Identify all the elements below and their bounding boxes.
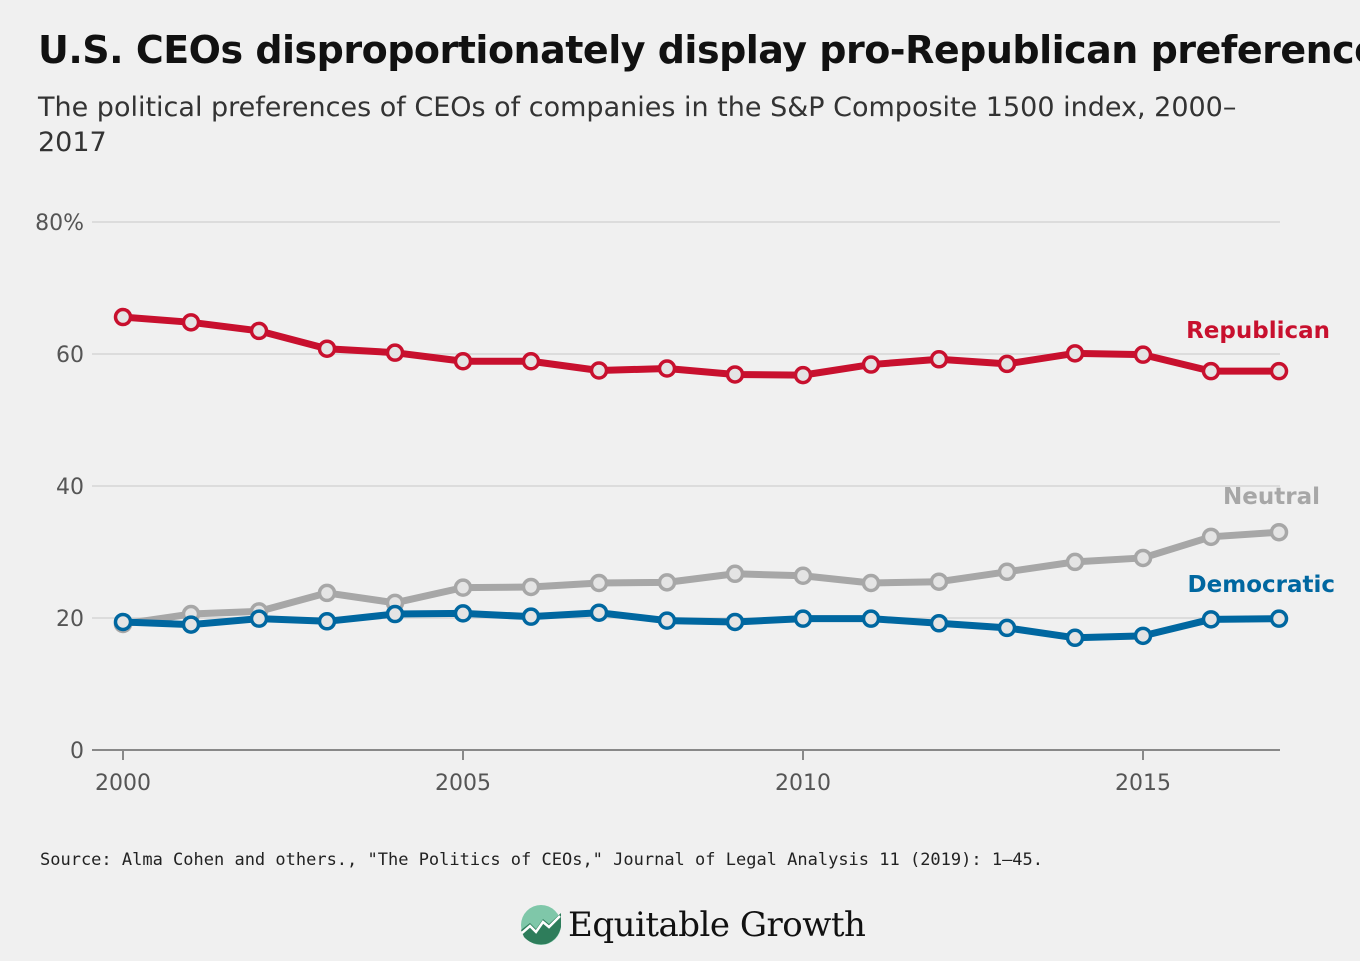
data-point-republican: [861, 355, 881, 374]
data-point-republican: [1065, 344, 1085, 363]
data-point-neutral: [1133, 548, 1153, 568]
data-point-neutral: [657, 573, 677, 592]
data-point-neutral: [861, 573, 881, 593]
data-point-democratic: [317, 612, 337, 631]
x-tick-label: 2010: [775, 771, 831, 796]
data-point-democratic: [113, 612, 133, 632]
data-point-neutral: [521, 577, 541, 597]
data-point-republican: [793, 365, 813, 385]
y-tick-label: 20: [56, 607, 84, 632]
data-point-democratic: [521, 607, 541, 626]
logo-text: Equitable Growth: [568, 905, 866, 945]
data-point-neutral: [929, 572, 949, 591]
data-point-republican: [385, 343, 405, 362]
data-point-republican: [453, 352, 473, 371]
data-point-neutral: [1269, 522, 1289, 542]
series-neutral: [113, 522, 1289, 634]
data-point-republican: [929, 350, 949, 369]
data-point-democratic: [453, 604, 473, 623]
x-tick-label: 2000: [95, 771, 151, 796]
data-point-republican: [249, 321, 269, 341]
data-point-democratic: [1201, 610, 1221, 629]
y-tick-label: 60: [56, 343, 84, 368]
series-line-democratic: [119, 609, 1283, 642]
chart-title: U.S. CEOs disproportionately display pro…: [38, 28, 1360, 72]
source-note: Source: Alma Cohen and others., "The Pol…: [40, 850, 1044, 870]
y-tick-label: 0: [70, 739, 84, 764]
x-tick-label: 2005: [435, 771, 491, 796]
data-point-democratic: [249, 609, 269, 628]
y-tick-label: 80%: [35, 211, 84, 236]
data-point-democratic: [725, 612, 745, 632]
data-point-neutral: [725, 564, 745, 584]
data-point-democratic: [1133, 626, 1153, 646]
data-point-democratic: [589, 603, 609, 622]
series-label-democratic: Democratic: [1188, 572, 1335, 598]
brand-logo: Equitable Growth: [520, 900, 866, 950]
data-point-republican: [113, 307, 133, 327]
data-point-republican: [997, 354, 1017, 374]
data-point-democratic: [1065, 628, 1085, 648]
data-point-republican: [1201, 361, 1221, 381]
series-labels: Republican Neutral Democratic: [1186, 318, 1335, 598]
data-point-neutral: [793, 566, 813, 586]
data-point-democratic: [929, 614, 949, 633]
line-chart: 0 20 40 60 80% 2000 2005 2010 2015 Republican Ne…: [35, 211, 1335, 796]
series-lines: [113, 307, 1289, 648]
x-tick-label: 2015: [1115, 771, 1171, 796]
data-point-neutral: [1065, 552, 1085, 572]
data-point-neutral: [1201, 527, 1221, 547]
x-axis: 2000 2005 2010 2015: [92, 749, 1280, 796]
data-point-republican: [1133, 345, 1153, 364]
data-point-republican: [1269, 361, 1289, 381]
series-line-republican: [119, 313, 1283, 379]
data-point-democratic: [385, 604, 405, 624]
series-republican: [113, 307, 1289, 385]
series-label-republican: Republican: [1186, 318, 1330, 344]
data-point-neutral: [317, 583, 337, 603]
data-point-republican: [317, 339, 337, 358]
data-point-republican: [521, 352, 541, 371]
data-point-neutral: [589, 573, 609, 593]
data-point-democratic: [997, 618, 1017, 638]
data-point-democratic: [861, 609, 881, 628]
data-point-democratic: [181, 615, 201, 634]
series-democratic: [113, 603, 1289, 648]
data-point-democratic: [1269, 609, 1289, 628]
series-line-neutral: [119, 528, 1283, 628]
equitable-growth-logo-icon: [521, 905, 561, 945]
data-point-republican: [725, 365, 745, 384]
data-point-neutral: [453, 578, 473, 597]
series-label-neutral: Neutral: [1223, 484, 1320, 510]
data-point-republican: [657, 359, 677, 378]
data-point-neutral: [997, 562, 1017, 582]
data-point-democratic: [793, 609, 813, 628]
chart-subtitle: The political preferences of CEOs of com…: [38, 92, 1237, 158]
data-point-democratic: [657, 611, 677, 630]
y-axis-tick-labels: 0 20 40 60 80%: [35, 211, 84, 764]
y-tick-label: 40: [56, 475, 84, 500]
data-point-republican: [589, 361, 609, 380]
data-point-republican: [181, 313, 201, 332]
